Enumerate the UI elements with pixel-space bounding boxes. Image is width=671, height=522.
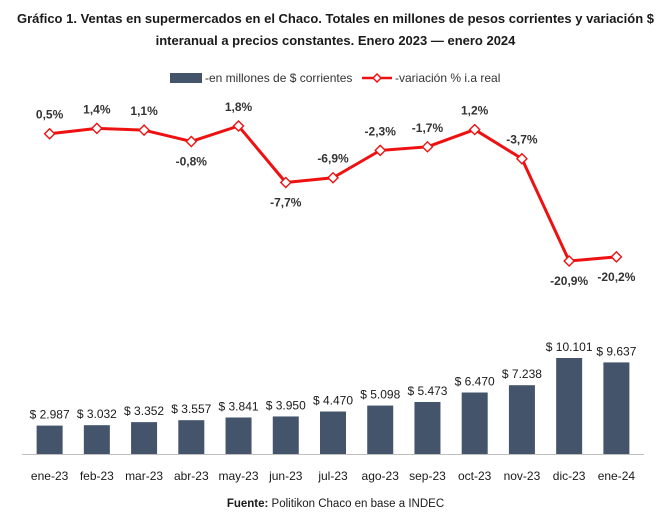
line-point-sep-23 [421, 140, 434, 153]
bar-label-oct-23: $ 6.470 [455, 375, 495, 389]
x-axis: ene-23 feb-23 mar-23 abr-23 may-23 jun-23 jul-… [22, 454, 644, 483]
line-label-feb-23: 1,4% [83, 102, 111, 116]
bar-jun-23 [272, 416, 299, 454]
legend-item-line: -variación % i.a real [362, 68, 500, 88]
legend-bar-label: -en millones de $ corrientes [205, 71, 353, 85]
bar-label-sep-23: $ 5.473 [407, 384, 447, 398]
line-label-ene-23: 0,5% [36, 108, 64, 122]
line-label-nov-23: -3,7% [506, 133, 538, 147]
x-tick-dic-23: dic-23 [553, 469, 586, 483]
bar-label-nov-23: $ 7.238 [502, 367, 542, 381]
line-point-dic-23 [563, 255, 576, 267]
line-point-oct-23 [468, 123, 481, 136]
bar-may-23 [225, 417, 252, 454]
x-tick-ene-23: ene-23 [31, 469, 69, 483]
line-label-abr-23: -0,8% [176, 154, 208, 168]
source-text: Politikon Chaco en base a INDEC [268, 498, 445, 510]
bar-ago-23 [367, 405, 394, 454]
bar-label-abr-23: $ 3.557 [171, 402, 211, 416]
chart-title: Gráfico 1. Ventas en supermercados en el… [0, 8, 671, 52]
x-tick-mar-23: mar-23 [125, 469, 163, 483]
line-point-jun-23 [279, 176, 292, 189]
line-layer [43, 120, 623, 267]
bar-label-mar-23: $ 3.352 [124, 404, 164, 418]
line-label-mar-23: 1,1% [130, 104, 158, 118]
bar-feb-23 [83, 425, 110, 454]
x-tick-ene-24: ene-24 [598, 469, 636, 483]
x-tick-feb-23: feb-23 [80, 469, 114, 483]
x-tick-jul-23: jul-23 [317, 469, 348, 483]
line-point-ago-23 [374, 144, 387, 157]
bar-label-ene-24: $ 9.637 [596, 344, 636, 358]
chart-title-line2: interanual a precios constantes. Enero 2… [155, 33, 516, 48]
source-label: Fuente: [226, 498, 269, 510]
x-tick-nov-23: nov-23 [504, 469, 541, 483]
bar-ene-24 [603, 362, 630, 454]
chart-title-line1: Gráfico 1. Ventas en supermercados en el… [16, 11, 654, 26]
bar-label-may-23: $ 3.841 [219, 399, 259, 413]
bar-sep-23 [414, 401, 441, 454]
bar-dic-23 [556, 358, 583, 454]
x-tick-sep-23: sep-23 [409, 469, 446, 483]
line-point-may-23 [232, 120, 245, 132]
line-label-may-23: 1,8% [225, 100, 253, 114]
line-point-mar-23 [138, 124, 151, 137]
line-point-ene-23 [43, 127, 56, 140]
line-point-jul-23 [327, 171, 339, 184]
line-point-abr-23 [185, 135, 198, 148]
bar-labels-layer: $ 2.987 $ 3.032 $ 3.352 $ 3.557 $ 3.841 $ 3.9… [30, 340, 637, 422]
bar-mar-23 [131, 422, 158, 454]
line-point-nov-23 [515, 152, 528, 165]
bar-label-ene-23: $ 2.987 [30, 408, 70, 422]
x-tick-ago-23: ago-23 [362, 469, 400, 483]
legend-item-bars: -en millones de $ corrientes [170, 68, 352, 88]
line-label-sep-23: -1,7% [412, 121, 444, 135]
line-label-jun-23: -7,7% [270, 195, 302, 209]
bar-label-ago-23: $ 5.098 [360, 388, 400, 402]
x-tick-jun-23: jun-23 [268, 469, 303, 483]
legend-bar-swatch [170, 73, 202, 83]
line-label-ago-23: -2,3% [365, 124, 397, 138]
line-label-jul-23: -6,9% [317, 152, 349, 166]
line-point-feb-23 [90, 122, 103, 135]
bars-layer [36, 358, 630, 454]
bar-nov-23 [508, 385, 535, 454]
x-tick-may-23: may-23 [219, 469, 259, 483]
bar-label-jul-23: $ 4.470 [313, 394, 353, 408]
bar-ene-23 [36, 425, 63, 454]
line-label-oct-23: 1,2% [461, 104, 489, 118]
bar-jul-23 [320, 411, 346, 454]
source-note: Fuente: Politikon Chaco en base a INDEC [0, 498, 671, 510]
line-label-dic-23: -20,9% [550, 274, 588, 288]
bar-abr-23 [178, 420, 205, 454]
line-label-ene-24: -20,2% [597, 270, 635, 284]
line-labels-layer: 0,5% 1,4% 1,1% -0,8% 1,8% -7,7% -6,9% -2,3% -1,7… [36, 100, 636, 288]
bar-label-feb-23: $ 3.032 [77, 407, 117, 421]
x-tick-oct-23: oct-23 [458, 469, 492, 483]
legend: -en millones de $ corrientes -variación … [0, 68, 671, 88]
line-point-ene-24 [610, 250, 623, 263]
bar-oct-23 [461, 392, 488, 454]
legend-line-label: -variación % i.a real [395, 71, 501, 85]
bar-label-jun-23: $ 3.950 [266, 398, 306, 412]
bar-label-dic-23: $ 10.101 [546, 340, 593, 354]
legend-line-swatch [362, 72, 392, 84]
x-tick-abr-23: abr-23 [174, 469, 209, 483]
